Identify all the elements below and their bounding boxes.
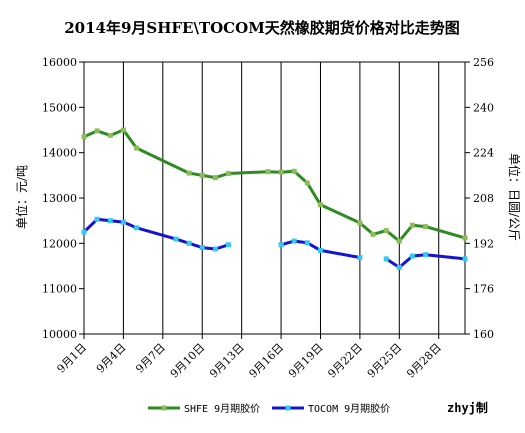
y-tick-label-left: 12000 [42,237,77,250]
series-line-shfe [82,128,467,243]
y-tick-label-right: 176 [473,283,494,296]
data-point-shfe [357,220,363,226]
y-tick-label-right: 192 [473,237,494,250]
y-tick-label-left: 15000 [42,101,77,114]
data-point-tocom [462,256,468,262]
y-tick-label-left: 16000 [42,56,77,69]
data-point-shfe [120,127,126,133]
credit-text: zhyj制 [447,400,488,415]
data-point-tocom [226,242,231,248]
legend-marker-shfe [161,405,167,411]
data-point-shfe [304,180,310,186]
x-tick-label: 9月4日 [94,341,129,376]
data-point-shfe [383,228,389,234]
data-point-shfe [186,170,192,176]
data-point-tocom [318,247,323,253]
x-tick-label: 9月19日 [286,341,326,381]
data-point-shfe [370,231,376,237]
data-point-tocom [107,218,113,224]
x-tick-label: 9月7日 [133,341,168,376]
y-tick-label-left: 13000 [42,192,77,205]
data-point-tocom [199,245,205,251]
data-point-tocom [396,264,402,270]
grid [83,62,440,334]
data-point-shfe [226,171,231,176]
data-point-tocom [134,225,140,231]
y-tick-label-right: 160 [473,328,494,341]
legend-label-shfe: SHFE 9月期胶价 [184,402,260,415]
data-point-shfe [409,222,415,228]
data-point-tocom [120,219,126,225]
data-point-shfe [462,235,468,241]
data-point-shfe [318,202,323,208]
data-point-tocom [81,229,87,235]
plot-area [83,61,466,335]
y-tick-label-left: 14000 [42,147,77,160]
data-point-tocom [173,236,179,242]
x-tick-label: 9月28日 [404,341,444,381]
data-point-shfe [291,168,297,174]
data-point-shfe [278,169,284,175]
y-tick-label-right: 240 [473,101,494,114]
x-tick-label: 9月22日 [325,341,365,381]
data-point-shfe [94,128,100,134]
series-line-tocom [82,217,230,251]
legend-marker-tocom [285,405,291,411]
data-point-tocom [291,238,297,244]
data-point-shfe [396,238,402,244]
y-axis-title-left: 单位：元/吨 [14,165,29,229]
data-point-tocom [278,242,284,248]
data-point-tocom [304,240,310,246]
y-tick-label-right: 224 [473,147,494,160]
data-point-shfe [212,175,218,181]
data-point-shfe [134,145,140,151]
series-layer [81,127,468,270]
x-tick-label: 9月10日 [168,341,208,381]
legend: SHFE 9月期胶价 TOCOM 9月期胶价 [148,402,390,415]
data-point-tocom [383,256,389,262]
data-point-tocom [409,253,415,259]
y-tick-label-right: 208 [473,192,494,205]
data-point-tocom [212,246,218,252]
x-tick-label: 9月25日 [365,341,405,381]
data-point-tocom [94,216,100,222]
data-point-shfe [107,132,113,138]
data-point-shfe [265,169,271,175]
data-point-shfe [81,134,87,140]
x-tick-label: 9月16日 [247,341,287,381]
x-tick-label: 9月1日 [54,341,89,376]
data-point-tocom [357,255,363,260]
data-point-tocom [423,252,429,258]
data-point-shfe [423,224,429,230]
chart-title: 2014年9月SHFE\TOCOM天然橡胶期货价格对比走势图 [64,19,460,37]
y-axis-title-right: 单位：日圆/公斤 [507,153,522,241]
y-tick-label-left: 11000 [42,283,77,296]
x-tick-label: 9月13日 [207,341,247,381]
y-tick-label-left: 10000 [42,328,77,341]
y-tick-label-right: 256 [473,56,494,69]
data-point-shfe [199,172,205,178]
data-point-tocom [186,240,192,246]
legend-label-tocom: TOCOM 9月期胶价 [308,402,390,415]
